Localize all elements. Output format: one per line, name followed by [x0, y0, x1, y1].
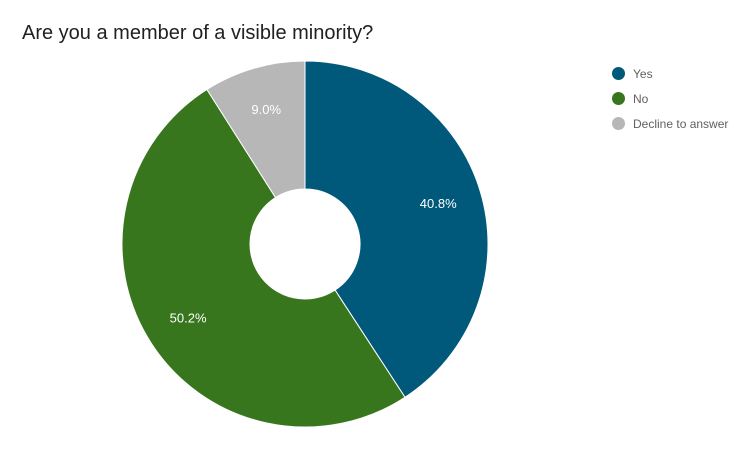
- slice-label-yes: 40.8%: [420, 196, 457, 211]
- legend-label-decline-to-answer: Decline to answer: [633, 116, 729, 131]
- legend-swatch-no: [612, 92, 625, 105]
- chart-title: Are you a member of a visible minority?: [22, 22, 374, 44]
- slices: [121, 60, 489, 428]
- legend-label-yes: Yes: [633, 66, 653, 81]
- slice-decline-to-answer[interactable]: [206, 60, 306, 199]
- legend-item-no[interactable]: No: [612, 86, 728, 111]
- legend-swatch-yes: [612, 67, 625, 80]
- legend-label-no: No: [633, 91, 649, 106]
- slice-label-no: 50.2%: [170, 311, 207, 326]
- slice-yes[interactable]: [304, 60, 489, 398]
- legend: Yes No Decline to answer: [612, 61, 728, 136]
- slice-no[interactable]: [121, 88, 406, 428]
- slice-labels: 40.8% 50.2% 9.0%: [170, 102, 457, 326]
- legend-swatch-decline-to-answer: [612, 117, 625, 130]
- legend-item-yes[interactable]: Yes: [612, 61, 728, 86]
- slice-label-decline-to-answer: 9.0%: [251, 102, 281, 117]
- legend-item-decline-to-answer[interactable]: Decline to answer: [612, 111, 728, 136]
